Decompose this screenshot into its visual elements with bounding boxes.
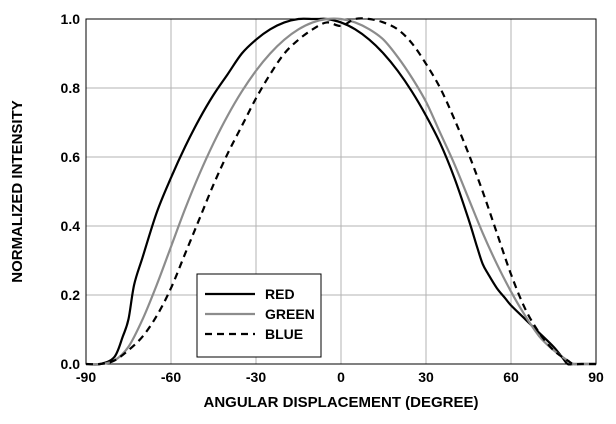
series-line-blue	[85, 17, 597, 366]
y-tick-label: 0.2	[61, 287, 81, 303]
x-tick-label: -90	[76, 369, 96, 385]
y-tick-label: 0.4	[61, 218, 81, 234]
legend-label-blue: BLUE	[265, 326, 303, 342]
legend-box	[196, 273, 322, 358]
series-layer	[85, 17, 597, 366]
x-tick-labels: -90 -60 -30 0 30 60 90	[76, 369, 604, 385]
y-tick-labels: 0.0 0.2 0.4 0.6 0.8 1.0	[61, 11, 81, 372]
y-tick-label: 0.6	[61, 149, 81, 165]
x-tick-label: 0	[337, 369, 345, 385]
y-axis-title: NORMALIZED INTENSITY	[9, 100, 26, 283]
y-tick-label: 0.0	[61, 356, 81, 372]
legend: RED GREEN BLUE	[196, 273, 322, 358]
x-tick-label: -30	[246, 369, 266, 385]
legend-label-green: GREEN	[265, 306, 315, 322]
x-axis-title: ANGULAR DISPLACEMENT (DEGREE)	[203, 394, 478, 411]
x-tick-label: 90	[588, 369, 604, 385]
x-tick-label: 60	[503, 369, 519, 385]
y-tick-label: 1.0	[61, 11, 81, 27]
legend-label-red: RED	[265, 286, 295, 302]
y-tick-label: 0.8	[61, 80, 81, 96]
x-tick-label: 30	[418, 369, 434, 385]
x-tick-label: -60	[161, 369, 181, 385]
series-line-red	[85, 17, 597, 366]
series-line-green	[85, 17, 597, 366]
